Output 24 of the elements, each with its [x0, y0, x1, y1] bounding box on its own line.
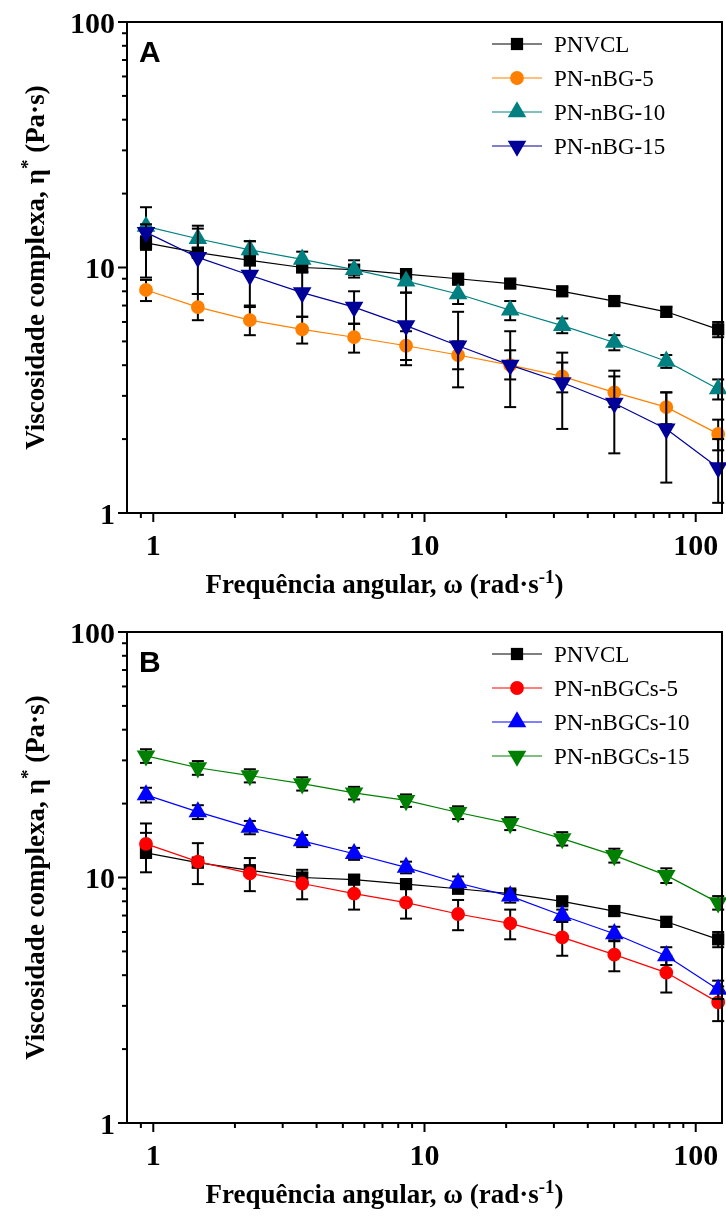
- x-tick-label: 10: [409, 1138, 440, 1171]
- legend-label: PN-nBG-15: [554, 134, 666, 160]
- annotation: A: [139, 35, 161, 68]
- y-tick-label: 100: [70, 615, 115, 649]
- y-tick-label: 100: [70, 5, 115, 39]
- annotation: B: [139, 645, 161, 678]
- legend-label: PN-nBG-10: [554, 100, 666, 126]
- legend-label: PN-nBG-5: [554, 66, 654, 92]
- legend-label: PN-nBGCs-5: [554, 676, 678, 702]
- legend-label: PN-nBGCs-15: [554, 744, 690, 770]
- x-tick-label: 100: [673, 528, 719, 561]
- x-axis-title: Frequência angular, ω (rad·s$^{-1}$): [205, 1175, 564, 1209]
- x-tick-label: 1: [145, 528, 161, 561]
- y-tick-label: 10: [85, 251, 115, 284]
- y-tick-label: 1: [100, 496, 115, 530]
- x-tick-label: 100: [673, 1138, 719, 1171]
- x-tick-label: 1: [145, 1138, 161, 1171]
- x-tick-label: 10: [409, 528, 440, 561]
- legend-label: PNVCL: [554, 642, 630, 668]
- y-tick-label: 1: [100, 1106, 115, 1140]
- x-axis-title: Frequência angular, ω (rad·s$^{-1}$): [205, 565, 564, 599]
- y-tick-label: 10: [85, 861, 115, 894]
- legend-label: PN-nBGCs-10: [554, 710, 690, 736]
- legend-label: PNVCL: [554, 32, 630, 58]
